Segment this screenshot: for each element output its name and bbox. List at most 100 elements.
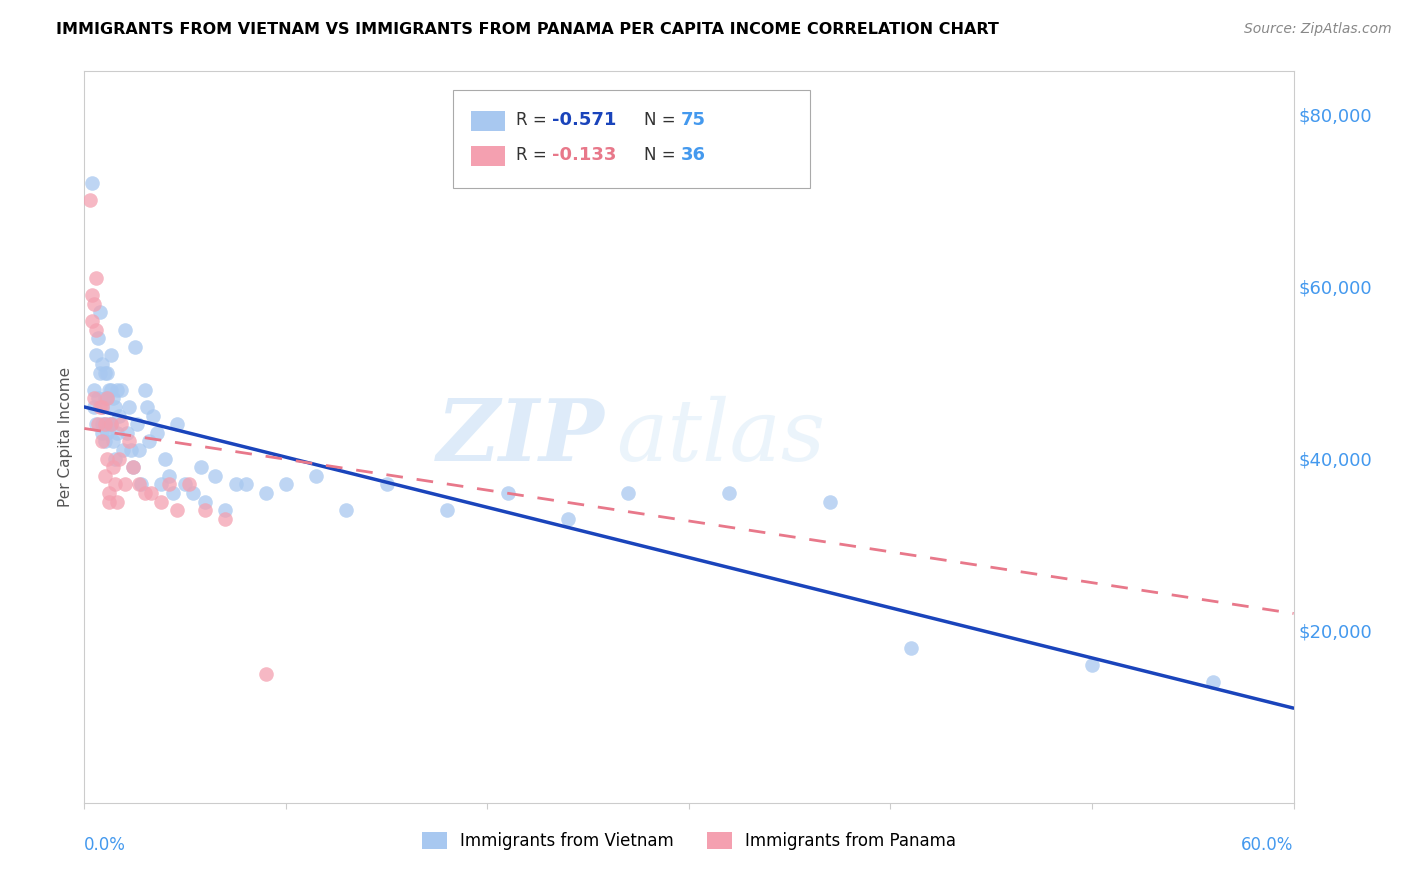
Point: [121, 460, 143, 475]
Point: [83, 392, 105, 406]
Point: [104, 451, 127, 466]
Point: [86, 348, 108, 362]
Point: [718, 486, 741, 500]
Point: [225, 477, 247, 491]
Text: 36: 36: [681, 145, 706, 164]
Point: [97, 494, 120, 508]
Point: [105, 383, 128, 397]
Point: [79, 194, 101, 208]
Point: [174, 477, 197, 491]
Point: [115, 425, 138, 440]
Point: [104, 400, 127, 414]
Point: [93, 468, 115, 483]
Point: [214, 503, 236, 517]
Point: [146, 425, 169, 440]
Point: [110, 383, 132, 397]
Point: [100, 417, 122, 432]
Point: [157, 468, 180, 483]
Point: [179, 477, 201, 491]
Point: [162, 486, 184, 500]
Point: [96, 366, 118, 380]
Point: [335, 503, 357, 517]
Text: IMMIGRANTS FROM VIETNAM VS IMMIGRANTS FROM PANAMA PER CAPITA INCOME CORRELATION : IMMIGRANTS FROM VIETNAM VS IMMIGRANTS FR…: [56, 22, 1000, 37]
Point: [114, 477, 136, 491]
Text: 0.0%: 0.0%: [84, 836, 127, 854]
Point: [96, 392, 118, 406]
Point: [91, 434, 114, 449]
Point: [82, 288, 104, 302]
Point: [100, 348, 122, 362]
Point: [83, 400, 105, 414]
Point: [86, 271, 108, 285]
Point: [100, 383, 122, 397]
Point: [496, 486, 519, 500]
Point: [149, 494, 172, 508]
Point: [1202, 675, 1225, 690]
Point: [214, 512, 236, 526]
Point: [97, 417, 120, 432]
Point: [97, 486, 120, 500]
Point: [138, 434, 160, 449]
Point: [87, 331, 110, 345]
Point: [100, 417, 122, 432]
Point: [96, 425, 118, 440]
Point: [194, 494, 217, 508]
Text: R =: R =: [516, 145, 553, 164]
Point: [120, 442, 142, 457]
Point: [87, 417, 110, 432]
Point: [93, 417, 115, 432]
Point: [153, 451, 176, 466]
Point: [436, 503, 458, 517]
Point: [194, 503, 217, 517]
Legend: Immigrants from Vietnam, Immigrants from Panama: Immigrants from Vietnam, Immigrants from…: [415, 825, 963, 856]
Point: [235, 477, 257, 491]
Point: [93, 434, 115, 449]
Text: N =: N =: [644, 111, 681, 128]
Point: [557, 512, 579, 526]
Point: [142, 409, 165, 423]
Point: [134, 486, 156, 500]
Point: [96, 451, 118, 466]
Point: [89, 366, 111, 380]
Point: [101, 434, 124, 449]
Point: [254, 666, 277, 681]
Text: ZIP: ZIP: [436, 395, 605, 479]
Point: [118, 400, 141, 414]
Point: [617, 486, 640, 500]
Point: [181, 486, 204, 500]
Point: [125, 417, 148, 432]
Point: [101, 392, 124, 406]
Text: -0.571: -0.571: [553, 111, 617, 128]
Point: [89, 305, 111, 319]
Point: [111, 442, 134, 457]
Y-axis label: Per Capita Income: Per Capita Income: [58, 367, 73, 508]
Point: [91, 425, 114, 440]
Point: [900, 640, 922, 655]
Point: [274, 477, 297, 491]
Text: R =: R =: [516, 111, 553, 128]
Point: [97, 383, 120, 397]
Point: [83, 383, 105, 397]
Point: [91, 357, 114, 371]
Point: [818, 494, 841, 508]
Point: [114, 322, 136, 336]
Point: [139, 486, 162, 500]
Point: [107, 451, 129, 466]
Text: atlas: atlas: [616, 396, 825, 478]
Bar: [471, 111, 505, 131]
Point: [91, 400, 114, 414]
Point: [128, 442, 150, 457]
Point: [93, 392, 115, 406]
Point: [96, 392, 118, 406]
Point: [129, 477, 152, 491]
Point: [87, 392, 110, 406]
Point: [101, 460, 124, 475]
Point: [121, 460, 143, 475]
Point: [149, 477, 172, 491]
Point: [190, 460, 212, 475]
Point: [254, 486, 277, 500]
Point: [91, 417, 114, 432]
Point: [93, 417, 115, 432]
Point: [105, 494, 128, 508]
Point: [107, 409, 129, 423]
